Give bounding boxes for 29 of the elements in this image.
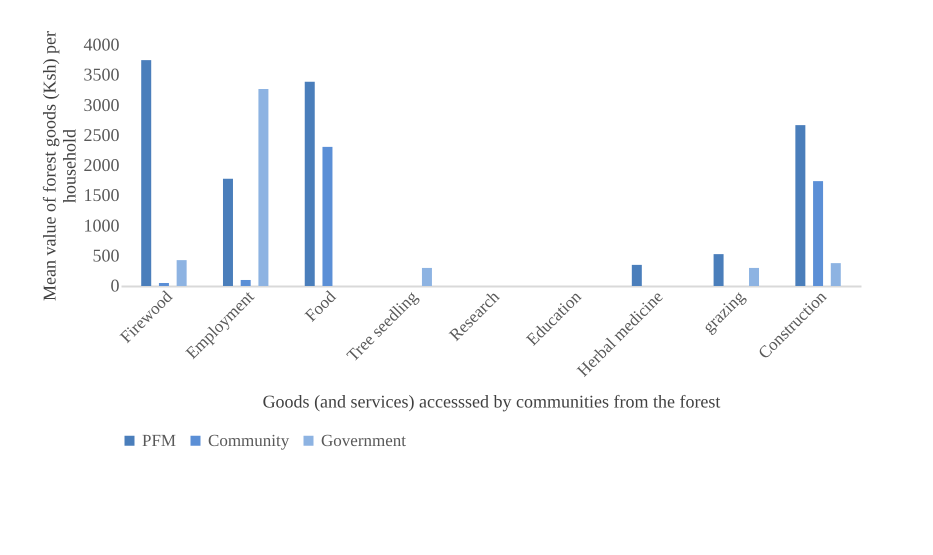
- x-axis-title: Goods (and services) accesssed by communities from the forest: [262, 392, 720, 412]
- bar: [222, 178, 233, 286]
- y-tick-label: 2000: [84, 155, 120, 175]
- y-tick-label: 2500: [84, 124, 120, 145]
- bar: [795, 125, 806, 286]
- bar: [749, 268, 760, 286]
- bar: [240, 280, 251, 286]
- y-tick-label: 500: [92, 245, 120, 266]
- y-tick-label: 0: [110, 276, 120, 296]
- legend-label: PFM: [142, 430, 176, 450]
- y-tick-label: 3500: [84, 64, 120, 85]
- bar: [158, 282, 169, 286]
- legend-label: Community: [208, 430, 290, 450]
- bar: [322, 146, 332, 286]
- bar: [830, 263, 841, 286]
- y-tick-label: 4000: [84, 34, 120, 54]
- legend-label: Government: [321, 430, 406, 450]
- bar: [813, 181, 824, 286]
- bar: [632, 264, 642, 286]
- bar: [176, 260, 187, 286]
- y-tick-label: 1500: [84, 185, 120, 206]
- bar: [714, 254, 724, 286]
- bar: [304, 82, 315, 286]
- y-tick-label: 3000: [84, 94, 120, 115]
- y-axis-title: Mean value of forest goods (Ksh) per household: [40, 31, 80, 301]
- y-tick-label: 1000: [84, 215, 120, 236]
- bar: [258, 88, 268, 286]
- bar: [141, 60, 152, 286]
- bar: [422, 268, 432, 286]
